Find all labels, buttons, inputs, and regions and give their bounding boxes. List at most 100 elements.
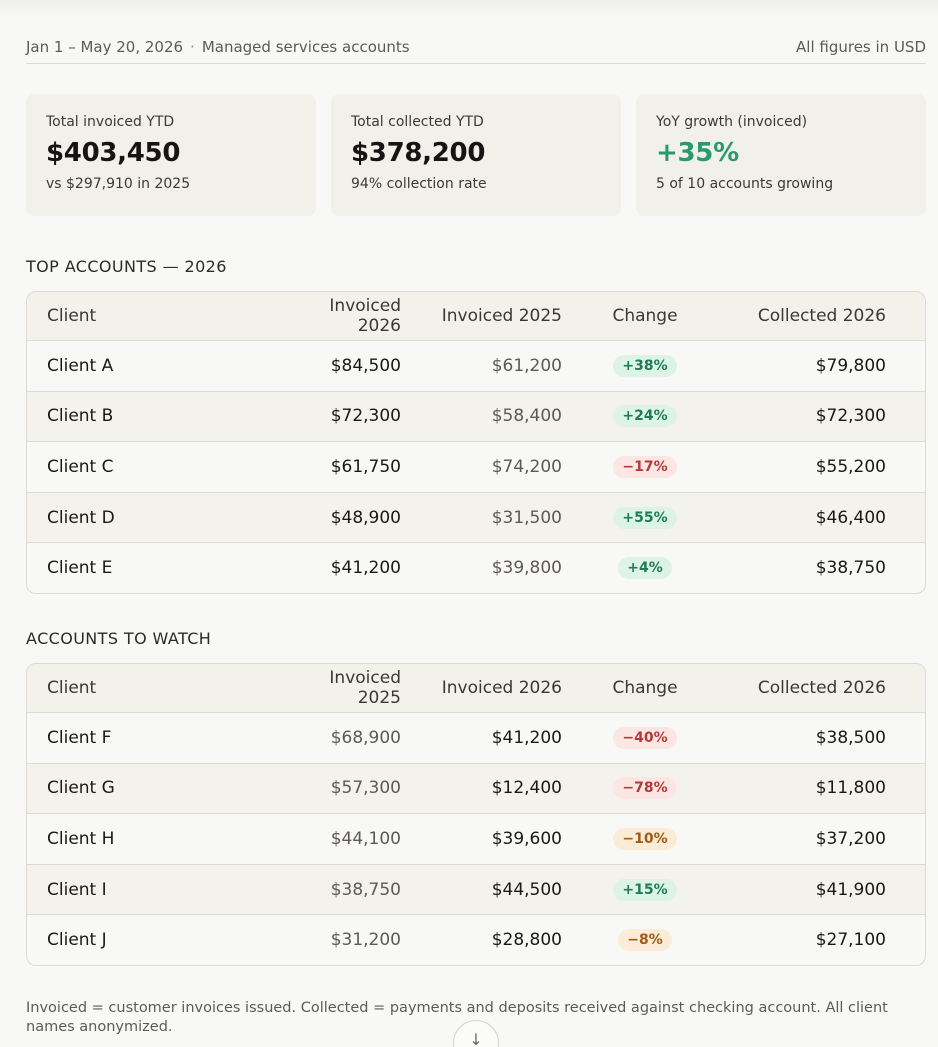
table-row[interactable]: Client J $31,200 $28,800 −8% $27,100: [27, 914, 925, 965]
column-header-change[interactable]: Change: [612, 678, 678, 698]
invoiced-b-cell: $44,500: [491, 879, 562, 900]
top-accounts-title: TOP ACCOUNTS — 2026: [26, 257, 227, 276]
change-badge: +55%: [613, 506, 677, 529]
card-label: Total invoiced YTD: [46, 114, 175, 130]
collected-cell: $55,200: [815, 456, 886, 477]
change-cell: +38%: [582, 354, 708, 377]
column-header-collected[interactable]: Collected 2026: [757, 306, 886, 326]
header-left: Jan 1 – May 20, 2026 · Managed services ac…: [26, 38, 410, 56]
change-badge: +4%: [618, 557, 672, 580]
collected-cell: $79,800: [815, 355, 886, 376]
change-badge: −40%: [613, 726, 677, 749]
client-name: Client B: [47, 406, 114, 427]
collected-cell: $46,400: [815, 507, 886, 528]
watch-accounts-table: Client Invoiced 2025 Invoiced 2026 Change Co…: [26, 663, 926, 966]
column-header-collected[interactable]: Collected 2026: [757, 678, 886, 698]
column-header-b[interactable]: Invoiced 2025: [441, 306, 562, 326]
report-header: Jan 1 – May 20, 2026 · Managed services ac…: [26, 38, 926, 64]
change-cell: +55%: [582, 506, 708, 529]
invoiced-b-cell: $12,400: [491, 778, 562, 799]
footer-note: Invoiced = customer invoices issued. Col…: [26, 1000, 888, 1035]
invoiced-a-cell: $48,900: [330, 507, 401, 528]
column-header-a[interactable]: Invoiced 2026: [329, 296, 401, 336]
table-header-row: Client Invoiced 2025 Invoiced 2026 Change Co…: [27, 664, 925, 712]
invoiced-a-cell: $57,300: [330, 778, 401, 799]
change-badge: −17%: [613, 455, 677, 478]
top-shade: [0, 0, 938, 18]
client-name: Client I: [47, 879, 107, 900]
table-row[interactable]: Client D $48,900 $31,500 +55% $46,400: [27, 491, 925, 543]
invoiced-a-cell: $72,300: [330, 406, 401, 427]
invoiced-b-cell: $39,800: [491, 558, 562, 579]
table-row[interactable]: Client H $44,100 $39,600 −10% $37,200: [27, 813, 925, 864]
arrow-down-icon: ↓: [469, 1030, 483, 1047]
change-cell: +15%: [582, 878, 708, 901]
invoiced-a-cell: $61,750: [330, 456, 401, 477]
change-cell: −78%: [582, 777, 708, 800]
invoiced-a-cell: $44,100: [330, 828, 401, 849]
table-row[interactable]: Client A $84,500 $61,200 +38% $79,800: [27, 340, 925, 391]
collected-cell: $38,500: [815, 727, 886, 748]
client-name: Client D: [47, 507, 115, 528]
change-badge: −78%: [613, 777, 677, 800]
account-scope: Managed services accounts: [201, 38, 410, 56]
top-accounts-table: Client Invoiced 2026 Invoiced 2025 Change Co…: [26, 291, 926, 594]
change-badge: −10%: [613, 827, 677, 850]
column-header-b[interactable]: Invoiced 2026: [441, 678, 562, 698]
invoiced-b-cell: $31,500: [491, 507, 562, 528]
invoiced-b-cell: $74,200: [491, 456, 562, 477]
card-subtext: vs $297,910 in 2025: [46, 176, 191, 192]
table-row[interactable]: Client F $68,900 $41,200 −40% $38,500: [27, 712, 925, 763]
invoiced-a-cell: $31,200: [330, 930, 401, 951]
client-name: Client F: [47, 727, 112, 748]
invoiced-b-cell: $39,600: [491, 828, 562, 849]
client-name: Client E: [47, 558, 113, 579]
table-row[interactable]: Client E $41,200 $39,800 +4% $38,750: [27, 542, 925, 593]
card-yoy-growth: YoY growth (invoiced) +35% 5 of 10 accou…: [636, 94, 926, 216]
header-separator: ·: [190, 38, 195, 56]
card-value: $378,200: [351, 138, 486, 168]
table-row[interactable]: Client C $61,750 $74,200 −17% $55,200: [27, 441, 925, 492]
change-cell: −17%: [582, 455, 708, 478]
watch-accounts-title: ACCOUNTS TO WATCH: [26, 629, 212, 648]
column-header-a[interactable]: Invoiced 2025: [329, 668, 401, 708]
column-header-client[interactable]: Client: [47, 306, 97, 326]
column-header-client[interactable]: Client: [47, 678, 97, 698]
invoiced-b-cell: $61,200: [491, 355, 562, 376]
card-value: $403,450: [46, 138, 181, 168]
collected-cell: $11,800: [815, 778, 886, 799]
date-range: Jan 1 – May 20, 2026: [26, 38, 184, 56]
change-cell: −8%: [582, 929, 708, 952]
collected-cell: $37,200: [815, 828, 886, 849]
change-cell: +24%: [582, 405, 708, 428]
client-name: Client H: [47, 828, 115, 849]
client-name: Client G: [47, 778, 115, 799]
change-cell: −40%: [582, 726, 708, 749]
change-badge: +38%: [613, 354, 677, 377]
collected-cell: $72,300: [815, 406, 886, 427]
invoiced-a-cell: $84,500: [330, 355, 401, 376]
invoiced-a-cell: $41,200: [330, 558, 401, 579]
change-cell: −10%: [582, 827, 708, 850]
client-name: Client J: [47, 930, 107, 951]
card-subtext: 94% collection rate: [351, 176, 487, 192]
change-cell: +4%: [582, 557, 708, 580]
invoiced-a-cell: $38,750: [330, 879, 401, 900]
column-header-change[interactable]: Change: [612, 306, 678, 326]
collected-cell: $27,100: [815, 930, 886, 951]
client-name: Client C: [47, 456, 114, 477]
invoiced-b-cell: $28,800: [491, 930, 562, 951]
card-label: YoY growth (invoiced): [656, 114, 808, 130]
collected-cell: $41,900: [815, 879, 886, 900]
collected-cell: $38,750: [815, 558, 886, 579]
table-row[interactable]: Client I $38,750 $44,500 +15% $41,900: [27, 863, 925, 915]
table-row[interactable]: Client B $72,300 $58,400 +24% $72,300: [27, 390, 925, 442]
table-row[interactable]: Client G $57,300 $12,400 −78% $11,800: [27, 762, 925, 814]
change-badge: +24%: [613, 405, 677, 428]
card-total-invoiced: Total invoiced YTD $403,450 vs $297,910 …: [26, 94, 316, 216]
invoiced-a-cell: $68,900: [330, 727, 401, 748]
summary-cards: Total invoiced YTD $403,450 vs $297,910 …: [26, 94, 926, 216]
card-subtext: 5 of 10 accounts growing: [656, 176, 834, 192]
client-name: Client A: [47, 355, 114, 376]
card-total-collected: Total collected YTD $378,200 94% collect…: [331, 94, 621, 216]
